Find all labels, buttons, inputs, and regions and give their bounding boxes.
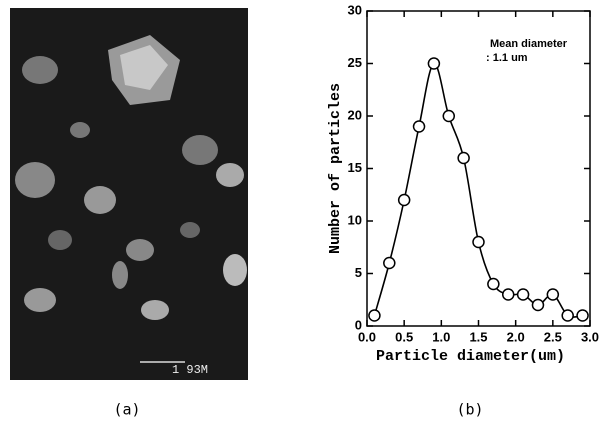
particle	[182, 135, 218, 165]
sem-image: 1 93M	[10, 8, 248, 380]
data-marker	[562, 310, 573, 321]
particle	[141, 300, 169, 320]
data-marker	[488, 279, 499, 290]
particle	[15, 162, 55, 198]
annotation: : 1.1 um	[486, 52, 528, 64]
panel-caption: (a)	[113, 401, 140, 419]
x-tick-label: 2.0	[507, 329, 525, 344]
particle	[223, 254, 247, 286]
data-marker	[547, 289, 558, 300]
y-tick-label: 5	[355, 265, 362, 280]
particle	[112, 261, 128, 289]
y-tick-label: 25	[348, 55, 362, 70]
data-marker	[369, 310, 380, 321]
y-tick-label: 15	[348, 160, 362, 175]
particle	[180, 222, 200, 238]
x-tick-label: 3.0	[581, 329, 599, 344]
data-marker	[577, 310, 588, 321]
data-marker	[414, 121, 425, 132]
x-axis-label: Particle diameter(um)	[376, 348, 565, 365]
data-marker	[428, 58, 439, 69]
particle	[216, 163, 244, 187]
data-marker	[458, 153, 469, 164]
scale-bar-label: 1 93M	[172, 363, 208, 377]
data-marker	[532, 300, 543, 311]
annotation: Mean diameter	[490, 38, 568, 50]
y-tick-label: 20	[348, 107, 362, 122]
particle	[24, 288, 56, 312]
data-marker	[503, 289, 514, 300]
particle	[84, 186, 116, 214]
y-axis-label: Number of particles	[327, 83, 344, 254]
x-tick-label: 0.0	[358, 329, 376, 344]
x-tick-label: 1.0	[432, 329, 450, 344]
y-tick-label: 10	[348, 212, 362, 227]
y-tick-label: 30	[348, 2, 362, 17]
plot-frame	[367, 11, 590, 326]
particle	[126, 239, 154, 261]
particle	[48, 230, 72, 250]
x-tick-label: 1.5	[469, 329, 487, 344]
data-marker	[399, 195, 410, 206]
figure: 1 93M (a) (b) 0510152025300.00.51.01.52.…	[0, 0, 604, 429]
x-tick-label: 0.5	[395, 329, 413, 344]
particle	[22, 56, 58, 84]
particle	[70, 122, 90, 138]
data-marker	[473, 237, 484, 248]
data-marker	[384, 258, 395, 269]
data-line	[374, 63, 582, 317]
x-tick-label: 2.5	[544, 329, 562, 344]
panel-caption: (b)	[456, 401, 483, 419]
data-marker	[518, 289, 529, 300]
data-marker	[443, 111, 454, 122]
